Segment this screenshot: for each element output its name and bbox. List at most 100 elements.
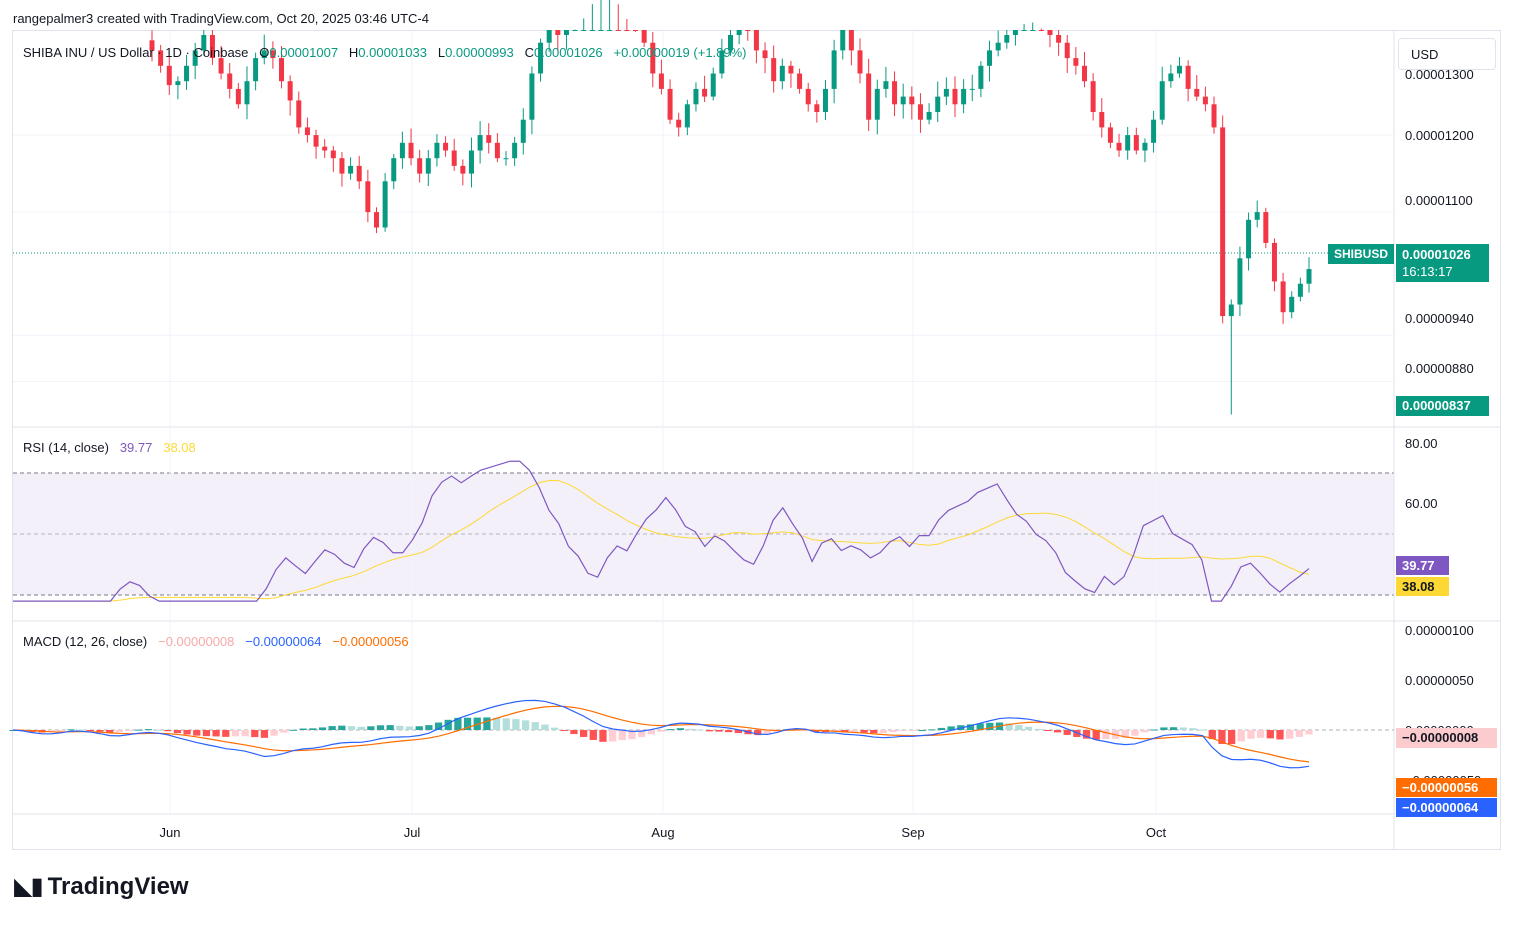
candle-body xyxy=(330,150,336,159)
candle-body xyxy=(1176,65,1182,74)
candle-body xyxy=(745,30,751,31)
candle-body xyxy=(1021,30,1027,31)
price-axis-label: 0.00000940 xyxy=(1405,311,1474,326)
candle-body xyxy=(529,73,535,120)
macd-histogram-bar xyxy=(96,730,104,732)
rsi-value-tag: 39.77 xyxy=(1396,556,1449,575)
symbol-tag: SHIBUSD xyxy=(1328,244,1395,264)
macd-histogram-bar xyxy=(937,727,946,730)
macd-histogram-bar xyxy=(444,719,452,730)
macd-histogram-bar xyxy=(899,730,907,731)
candle-body xyxy=(166,65,172,86)
macd-histogram-bar xyxy=(1082,730,1091,739)
symbol-title[interactable]: SHIBA INU / US Dollar · 1D · Coinbase xyxy=(23,45,249,60)
rsi-legend[interactable]: RSI (14, close) 39.77 38.08 xyxy=(23,440,196,455)
currency-selector-button[interactable]: USD xyxy=(1398,38,1496,70)
candle-body xyxy=(684,104,690,128)
candle-body xyxy=(1030,30,1036,31)
candle-body xyxy=(883,81,889,89)
macd-histogram-bar xyxy=(715,730,723,732)
candle-body xyxy=(538,42,544,74)
macd-line-value: −0.00000064 xyxy=(245,634,322,649)
macd-hist-tag: −0.00000008 xyxy=(1396,728,1497,748)
macd-histogram-bar xyxy=(1228,730,1236,745)
candle-body xyxy=(805,88,811,105)
candle-body xyxy=(650,42,656,74)
macd-histogram-bar xyxy=(512,719,520,730)
macd-histogram-bar xyxy=(473,717,481,730)
macd-series xyxy=(9,699,1313,769)
macd-histogram-bar xyxy=(1102,730,1110,739)
candle-body xyxy=(563,30,569,35)
candle-body xyxy=(917,104,923,120)
macd-histogram-bar xyxy=(521,720,530,730)
rsi-value: 39.77 xyxy=(119,440,153,455)
price-axis-label: 0.00001300 xyxy=(1405,67,1474,82)
candle-body xyxy=(520,119,526,143)
candle-body xyxy=(546,30,552,43)
candle-body xyxy=(1168,73,1174,82)
macd-histogram-bar xyxy=(1015,725,1023,730)
countdown-value: 16:13:17 xyxy=(1402,264,1453,279)
macd-histogram-bar xyxy=(125,730,133,731)
open-value: 0.00001007 xyxy=(269,45,339,60)
candle-body xyxy=(408,142,414,159)
candle-body xyxy=(503,158,509,160)
candle-body xyxy=(1220,127,1226,317)
current-price-value: 0.00001026 xyxy=(1402,247,1471,262)
candle-body xyxy=(961,88,967,105)
candle-body xyxy=(434,142,440,159)
macd-histogram-bar xyxy=(492,717,501,730)
macd-histogram-bar xyxy=(1218,730,1226,744)
candle-body xyxy=(788,65,794,74)
candle-body xyxy=(339,158,345,174)
candle-body xyxy=(926,112,932,120)
candle-body xyxy=(1056,35,1062,43)
rsi-axis-label: 80.00 xyxy=(1405,436,1438,451)
macd-histogram-bar xyxy=(1073,730,1081,737)
macd-histogram-bar xyxy=(425,725,433,730)
time-axis-label: Oct xyxy=(1146,825,1167,840)
candle-body xyxy=(1099,112,1105,128)
macd-axis-label: 0.00000100 xyxy=(1405,623,1474,638)
candle-body xyxy=(1151,119,1157,143)
macd-histogram-bar xyxy=(928,729,936,731)
time-axis-label: Jul xyxy=(404,825,421,840)
macd-histogram-bar xyxy=(1247,730,1255,739)
candle-body xyxy=(184,65,190,82)
low-value: 0.00000993 xyxy=(445,45,514,60)
candle-body xyxy=(1194,88,1200,97)
candle-body xyxy=(296,100,302,128)
macd-histogram-bar xyxy=(386,725,394,730)
macd-histogram-bar xyxy=(889,730,897,733)
candle-body xyxy=(728,35,733,51)
candle-body xyxy=(443,142,449,151)
candle-body xyxy=(477,135,483,151)
tradingview-logo[interactable]: ◣▮ TradingView xyxy=(14,872,189,901)
candle-body xyxy=(1107,127,1113,143)
macd-histogram-bar xyxy=(841,730,849,733)
time-axis-label: Sep xyxy=(901,825,924,840)
macd-legend[interactable]: MACD (12, 26, close) −0.00000008 −0.0000… xyxy=(23,634,409,649)
macd-histogram-bar xyxy=(763,730,772,735)
macd-histogram-bar xyxy=(1169,727,1178,730)
candle-body xyxy=(244,81,250,105)
macd-histogram-bar xyxy=(299,728,307,730)
macd-histogram-bar xyxy=(580,730,588,737)
price-axis-label: 0.00001100 xyxy=(1405,193,1473,208)
macd-histogram-bar xyxy=(212,730,220,737)
rsi-axis-label: 60.00 xyxy=(1405,496,1438,511)
candle-body xyxy=(866,73,872,120)
candle-body xyxy=(943,88,949,97)
candle-body xyxy=(261,50,267,59)
macd-histogram-bar xyxy=(463,717,472,730)
candle-body xyxy=(753,30,759,51)
candle-body xyxy=(848,30,854,51)
candle-body xyxy=(373,212,379,228)
macd-histogram-bar xyxy=(57,730,65,731)
macd-histogram-bar xyxy=(734,730,742,734)
candle-body xyxy=(279,58,285,82)
macd-histogram-bar xyxy=(241,730,249,737)
macd-histogram-bar xyxy=(966,724,975,730)
